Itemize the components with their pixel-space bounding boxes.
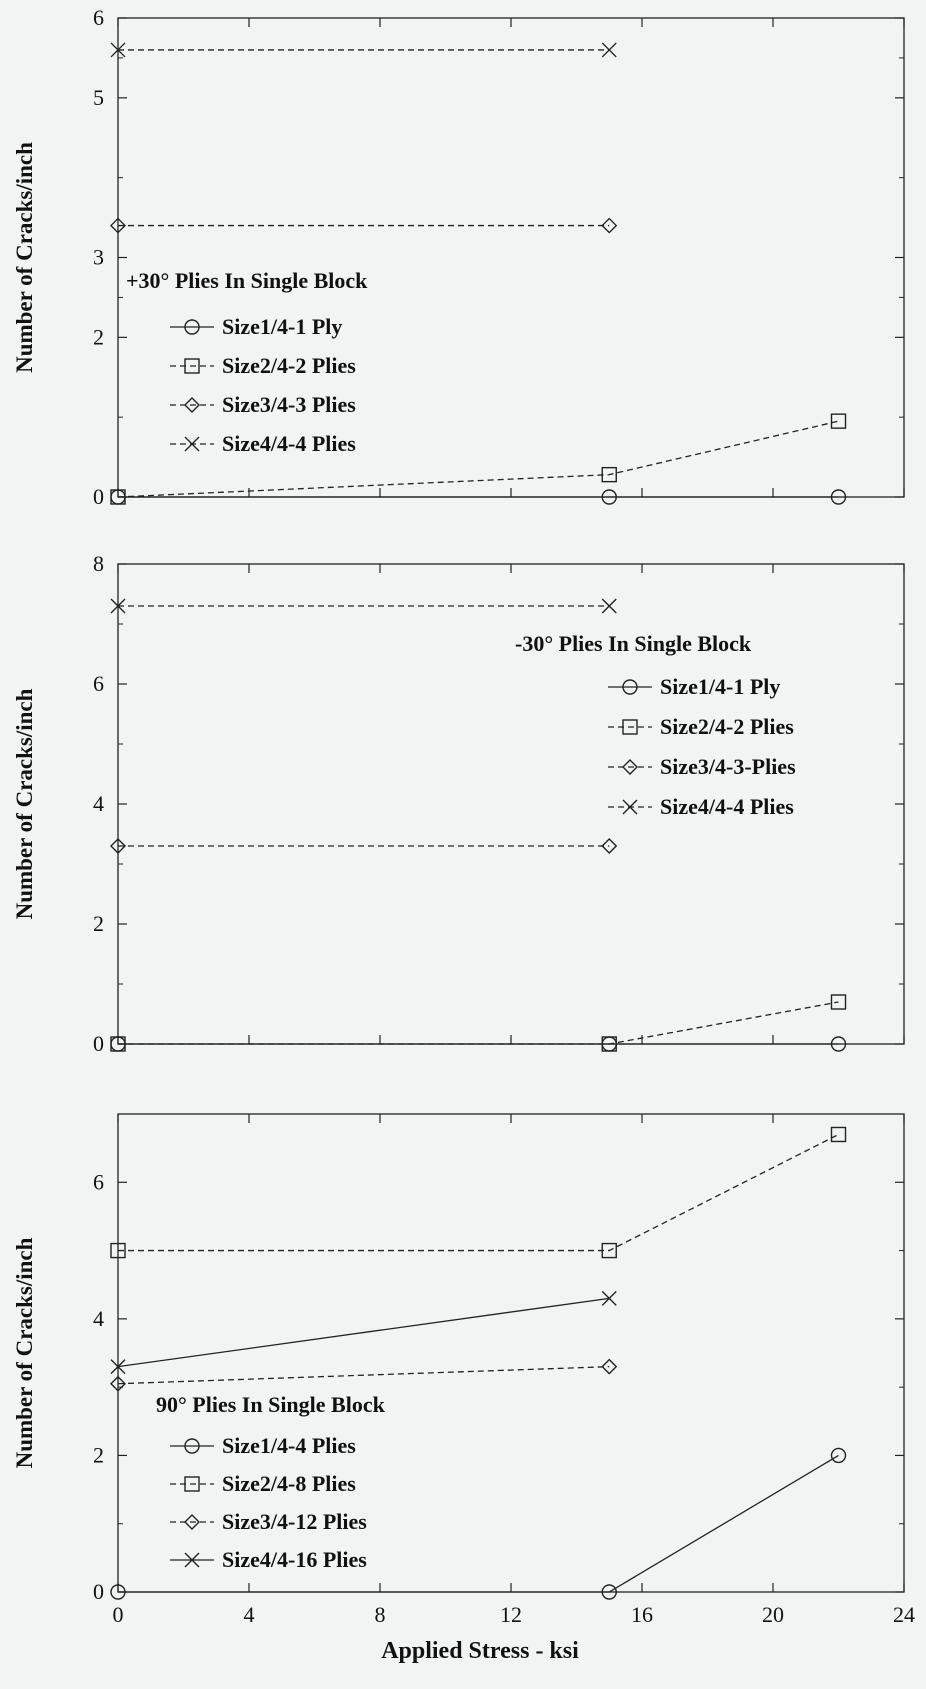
y-tick-label: 6 [93,1169,104,1194]
legend-entry: Size3/4-12 Plies [222,1509,367,1534]
y-tick-label: 0 [93,484,104,509]
legend-entry: Size3/4-3 Plies [222,392,356,417]
data-point-2 [110,489,126,505]
y-axis-label: Number of Cracks/inch [12,142,37,373]
data-point-3 [110,1375,126,1392]
data-point-3 [601,217,618,234]
data-point-2 [601,1242,617,1259]
x-tick-label: 8 [375,1602,386,1627]
legend-entry: Size1/4-4 Plies [222,1433,356,1458]
series-line-4 [117,1297,610,1368]
series-line-1 [118,1454,839,1593]
legend-marker [184,397,200,413]
x-tick-label: 12 [500,1602,522,1627]
x-tick-label: 16 [631,1602,653,1627]
data-point-1 [110,1584,126,1600]
data-point-2 [830,994,847,1010]
y-tick-label: 8 [93,551,104,576]
data-point-4 [110,1359,126,1375]
legend-marker [622,799,638,815]
plot-frame [117,17,905,498]
data-point-4 [110,598,126,614]
data-point-4 [110,42,126,58]
legend-entry: Size2/4-8 Plies [222,1471,356,1496]
data-point-1 [830,1036,847,1052]
data-point-1 [830,489,847,505]
legend-title: +30° Plies In Single Block [126,268,368,293]
panel-2: 0 2 4 6 8 Number of Cracks/inch -30° Plies In … [12,551,905,1056]
y-tick-label: 0 [93,1579,104,1604]
legend-marker [622,679,638,695]
series-line-3 [117,1366,610,1385]
data-point-2 [110,1242,126,1259]
y-axis-label: Number of Cracks/inch [12,688,37,919]
legend-marker [184,436,200,452]
data-point-3 [601,838,618,854]
x-tick-label: 24 [893,1602,915,1627]
legend-marker [184,358,200,374]
data-point-3 [110,217,126,234]
y-tick-label: 2 [93,324,104,349]
data-point-2 [601,466,617,483]
legend-marker [184,319,200,335]
data-point-2 [110,1036,126,1052]
data-point-1 [601,489,617,505]
legend-title: 90° Plies In Single Block [156,1392,386,1417]
legend-marker [622,719,638,735]
y-tick-label: 5 [93,85,104,110]
data-point-1 [601,1584,617,1600]
legend-marker [184,1514,200,1530]
data-point-2 [830,413,847,429]
x-axis-label: Applied Stress - ksi [381,1638,579,1664]
y-tick-label: 3 [93,245,104,270]
data-point-2 [601,1036,617,1052]
data-point-4 [601,42,617,58]
y-tick-label: 0 [93,1031,104,1056]
y-tick-label: 2 [93,911,104,936]
panel-1: 0 2 3 5 6 Number of Cracks/inch +30° Plies In … [12,5,905,509]
legend-marker [184,1476,200,1492]
data-point-4 [601,1290,617,1306]
series-line-2 [117,420,839,498]
legend-entry: Size4/4-16 Plies [222,1547,367,1572]
legend-entry: Size2/4-2 Plies [660,714,794,739]
legend-marker [622,759,638,775]
y-axis-label: Number of Cracks/inch [12,1237,37,1468]
series-line-2 [118,1001,839,1045]
legend-entry: Size1/4-1 Ply [222,314,342,339]
legend-title: -30° Plies In Single Block [515,631,752,656]
data-point-2 [830,1126,847,1143]
legend-entry: Size4/4-4 Plies [222,431,356,456]
data-point-3 [601,1358,618,1375]
legend-entry: Size3/4-3-Plies [660,754,796,779]
legend-entry: Size4/4-4 Plies [660,794,794,819]
legend-marker [184,1438,200,1454]
data-point-1 [830,1447,847,1464]
legend-entry: Size1/4-1 Ply [660,674,780,699]
y-tick-label: 2 [93,1442,104,1467]
x-tick-label: 0 [113,1602,124,1627]
y-tick-label: 4 [93,1306,104,1331]
data-point-3 [110,838,126,854]
y-tick-label: 4 [93,791,104,816]
legend-entry: Size2/4-2 Plies [222,353,356,378]
y-tick-label: 6 [93,671,104,696]
x-tick-label: 4 [244,1602,255,1627]
data-point-4 [601,598,617,614]
legend-marker [184,1552,200,1568]
x-tick-label: 20 [762,1602,784,1627]
y-tick-label: 6 [93,5,104,30]
series-line-2 [118,1133,839,1252]
